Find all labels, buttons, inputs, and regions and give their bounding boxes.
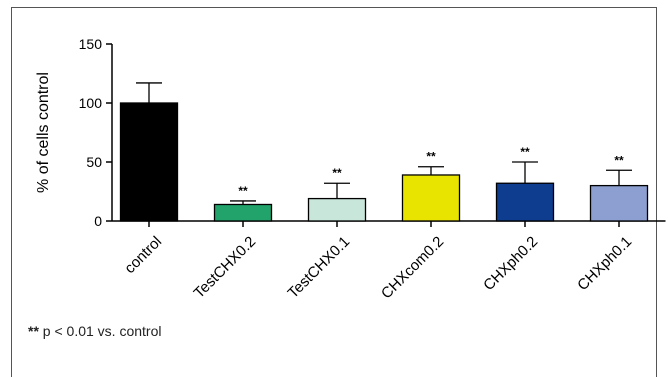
x-tick-label: TestCHX0.2 <box>191 233 260 302</box>
y-tick-label: 150 <box>79 36 103 52</box>
x-tick-label: CHXph0.2 <box>480 233 541 294</box>
footnote-text: p < 0.01 vs. control <box>38 323 162 339</box>
y-axis-title: % of cells control <box>35 72 52 193</box>
significance-marker: ** <box>614 153 624 167</box>
x-tick-label: CHXph0.1 <box>574 233 635 294</box>
x-tick-label: TestCHX0.1 <box>285 233 354 302</box>
footnote-marker: ** <box>28 323 39 339</box>
significance-marker: ** <box>332 166 342 180</box>
bar-CHXcom0.2 <box>401 174 461 222</box>
significance-marker: ** <box>238 184 248 198</box>
significance-marker: ** <box>426 150 436 164</box>
chart-frame <box>11 7 657 377</box>
x-tick-label: control <box>121 233 165 277</box>
significance-marker: ** <box>520 145 530 159</box>
x-tick-label: CHXcom0.2 <box>378 233 447 302</box>
y-tick-label: 100 <box>79 95 103 111</box>
y-tick-label: 0 <box>94 213 102 229</box>
bar-TestCHX0.2 <box>213 203 273 222</box>
significance-footnote: ** p < 0.01 vs. control <box>28 323 161 339</box>
bar-TestCHX0.1 <box>307 197 367 222</box>
y-tick-label: 50 <box>86 154 102 170</box>
bar-CHXph0.1 <box>589 184 649 222</box>
bar-CHXph0.2 <box>495 182 555 222</box>
bar-control <box>119 102 179 222</box>
